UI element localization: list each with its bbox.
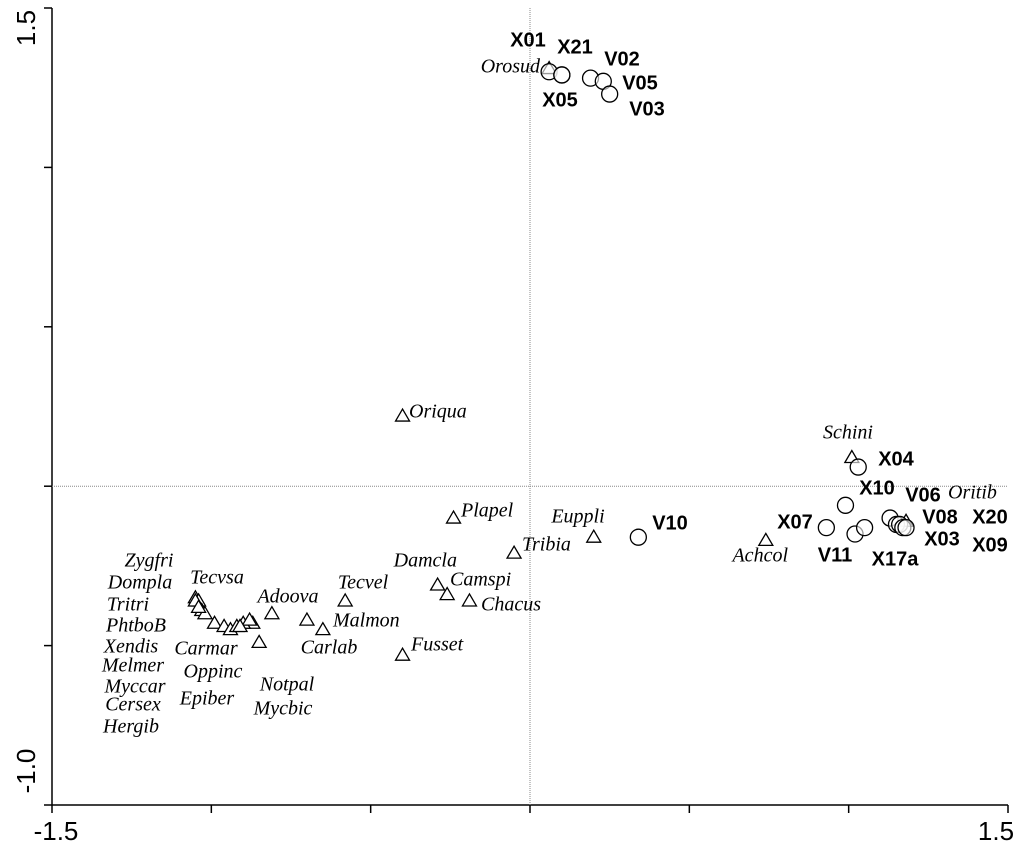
species-point: [445, 509, 462, 524]
species-label: Dompla: [107, 572, 172, 594]
site-point: [849, 458, 867, 476]
species-point: [241, 611, 258, 626]
species-point: [251, 634, 268, 649]
site-label: X01: [510, 29, 546, 51]
species-point: [505, 544, 523, 559]
species-point: [461, 592, 478, 607]
species-point: [394, 407, 411, 422]
y-tick-label: 1.5: [11, 10, 41, 46]
species-point: [314, 621, 331, 636]
species-point: [439, 586, 456, 601]
site-label: X10: [859, 477, 895, 499]
species-point: [190, 599, 207, 613]
species-label: Oriqua: [409, 401, 467, 423]
x-tick-label: -1.5: [34, 816, 79, 846]
species-point: [337, 592, 354, 607]
site-label: V08: [922, 506, 958, 528]
species-label: Melmer: [101, 655, 164, 677]
site-label: X09: [972, 534, 1008, 556]
species-label: Notpal: [259, 674, 315, 696]
species-point: [429, 576, 446, 591]
site-label: V05: [622, 72, 658, 94]
site-point: [601, 85, 619, 103]
species-label: Euppli: [550, 506, 604, 528]
species-label: PhtboB: [105, 615, 166, 637]
species-point: [231, 618, 249, 633]
species-label: Schini: [823, 422, 873, 444]
site-label: V10: [652, 512, 688, 534]
site-point: [553, 66, 571, 84]
species-label: Fusset: [410, 634, 464, 656]
species-label: Mycbic: [253, 698, 313, 720]
species-label: Hergib: [102, 716, 159, 738]
site-point: [836, 496, 855, 514]
species-point: [206, 614, 223, 629]
species-point: [298, 611, 316, 626]
site-label: X05: [542, 89, 578, 111]
site-label: X20: [972, 506, 1008, 528]
site-label: X17a: [872, 548, 920, 570]
species-point: [394, 646, 411, 661]
site-label: X07: [777, 511, 813, 533]
species-point: [757, 532, 774, 547]
species-label: Malmon: [332, 610, 400, 632]
site-point: [897, 518, 915, 537]
site-label: V02: [604, 48, 640, 70]
species-label: Chacus: [481, 594, 541, 616]
species-label: Tecvsa: [190, 567, 244, 589]
site-label: X04: [878, 448, 914, 470]
site-label: V11: [818, 544, 852, 566]
species-label: Myccar: [103, 676, 165, 698]
site-label: V03: [629, 98, 665, 120]
species-label: Adoova: [255, 586, 318, 608]
species-label: Camspi: [450, 569, 511, 591]
y-tick-label: -1.0: [11, 749, 41, 794]
species-label: Plapel: [460, 500, 514, 522]
site-point: [855, 518, 874, 537]
site-label: V06: [905, 484, 941, 506]
species-label: Carmar: [174, 638, 238, 660]
site-label: X03: [924, 528, 960, 550]
species-label: Damcla: [393, 550, 457, 572]
species-label: Cersex: [105, 694, 161, 716]
site-point: [817, 518, 836, 537]
species-point: [263, 605, 281, 620]
species-label: Oppinc: [184, 661, 243, 683]
site-point: [629, 528, 647, 546]
species-label: Achcol: [730, 545, 788, 567]
species-label: Carlab: [301, 637, 358, 659]
species-point: [585, 528, 602, 543]
species-label: Zygfri: [125, 550, 174, 572]
species-label: Tribia: [522, 534, 571, 556]
species-label: Oritib: [948, 482, 997, 504]
species-label: Xendis: [103, 636, 159, 658]
species-label: Tritri: [107, 594, 149, 616]
species-label: Orosud: [481, 56, 541, 78]
species-label: Tecvel: [338, 572, 389, 594]
species-label: Epiber: [179, 688, 235, 710]
x-tick-label: 1.5: [978, 816, 1014, 846]
site-label: X21: [557, 36, 593, 58]
